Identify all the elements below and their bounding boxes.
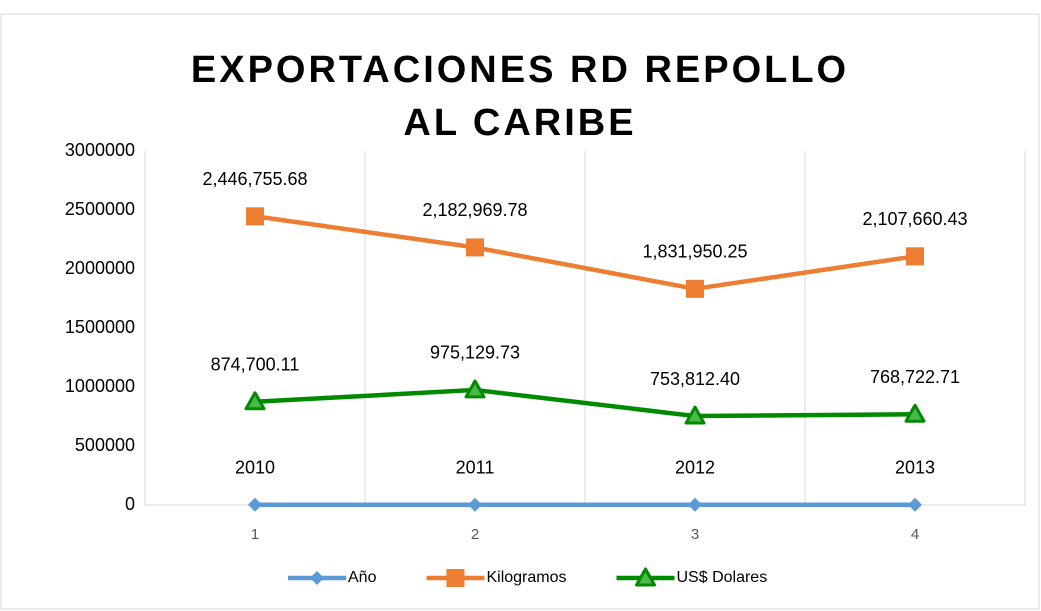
series-line (254, 387, 916, 419)
data-label: 768,722.71 (870, 367, 960, 387)
legend-label: Kilogramos (486, 569, 566, 586)
series-line (254, 214, 916, 292)
data-label: 2,446,755.68 (202, 169, 307, 189)
data-label: 2012 (675, 458, 715, 478)
legend-marker (310, 571, 324, 585)
chart-border (0, 13, 1040, 610)
x-tick-label: 3 (691, 526, 699, 543)
y-tick-label: 2000000 (65, 258, 135, 278)
y-tick-label: 1500000 (65, 317, 135, 337)
data-point (908, 497, 922, 512)
data-point (464, 379, 486, 399)
data-label: 874,700.11 (211, 355, 300, 375)
legend-marker (635, 567, 656, 587)
data-label: 1,831,950.25 (642, 242, 747, 262)
data-point (244, 391, 266, 411)
data-label: 753,812.40 (650, 369, 740, 389)
x-tick-label: 4 (911, 526, 919, 543)
data-label: 2013 (895, 458, 935, 478)
legend-label: Año (348, 569, 377, 586)
data-point (906, 247, 924, 266)
data-point (686, 279, 704, 298)
legend-marker (446, 569, 465, 587)
y-tick-label: 2500000 (65, 199, 135, 219)
data-label: 2011 (456, 458, 495, 478)
legend-label: US$ Dolares (677, 569, 768, 586)
x-tick-label: 1 (251, 526, 259, 543)
data-point (466, 238, 484, 257)
data-point (688, 497, 702, 512)
data-label: 975,129.73 (430, 343, 520, 363)
data-label: 2010 (235, 458, 275, 478)
data-point (904, 403, 926, 423)
data-point (468, 497, 482, 512)
y-tick-label: 3000000 (65, 140, 135, 160)
data-point (246, 207, 264, 226)
data-point (248, 497, 262, 512)
y-tick-label: 1000000 (65, 376, 135, 396)
y-tick-label: 0 (125, 494, 135, 514)
y-tick-label: 500000 (75, 435, 135, 455)
data-label: 2,107,660.43 (862, 209, 967, 229)
x-tick-label: 2 (471, 526, 479, 543)
data-point (684, 405, 706, 425)
chart-title: EXPORTACIONES RD REPOLLO AL CARIBE (190, 49, 850, 144)
data-label: 2,182,969.78 (422, 200, 527, 220)
